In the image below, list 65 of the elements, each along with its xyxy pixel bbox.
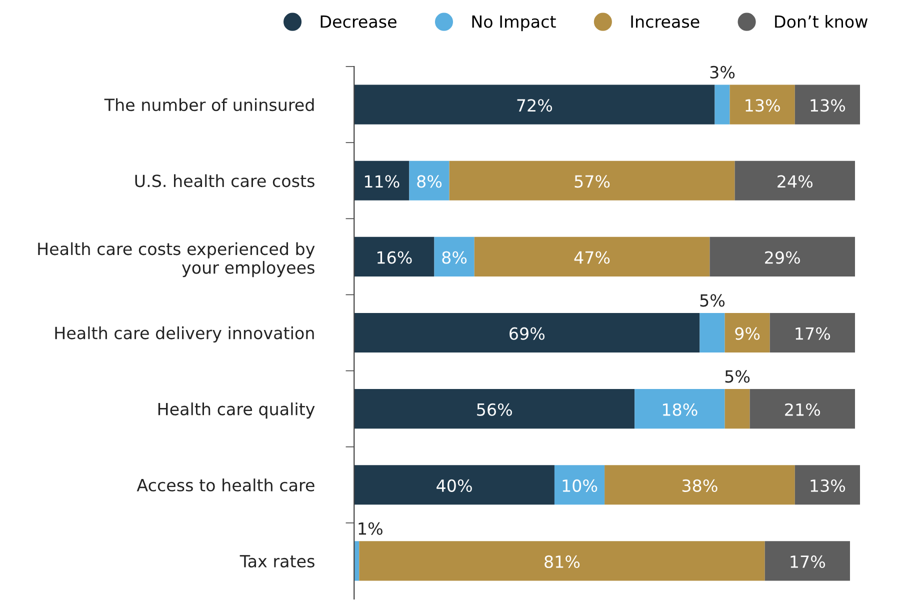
bar — [354, 389, 635, 429]
bar — [354, 465, 554, 505]
bar — [724, 312, 770, 353]
bar — [434, 236, 474, 276]
data-label: 17% — [790, 555, 826, 568]
data-label: 29% — [765, 251, 800, 264]
y-tick-label: U.S. health care costs — [135, 174, 314, 188]
bar — [359, 541, 765, 581]
legend-label: No Impact — [472, 16, 556, 32]
data-label: 38% — [682, 479, 718, 492]
data-label: 47% — [574, 251, 610, 264]
data-label: 16% — [378, 251, 412, 264]
bar — [724, 389, 750, 429]
data-label: 5% — [700, 294, 725, 307]
data-label: 13% — [810, 479, 846, 492]
data-label: 13% — [746, 99, 780, 112]
data-label: 1% — [358, 522, 382, 535]
data-label: 40% — [436, 479, 472, 492]
bar — [734, 160, 855, 200]
data-label: 21% — [785, 403, 820, 416]
bar — [449, 160, 735, 200]
data-label: 8% — [442, 251, 467, 264]
y-tick-label: Health care delivery innovation — [55, 326, 314, 343]
bar — [354, 160, 410, 200]
legend-label: Decrease — [320, 16, 396, 28]
bar — [409, 160, 450, 200]
bar — [794, 465, 860, 505]
data-label: 18% — [663, 403, 698, 416]
bar — [700, 312, 725, 353]
bar — [750, 389, 855, 429]
data-label: 56% — [477, 403, 512, 416]
data-label: 8% — [417, 175, 442, 188]
bar — [474, 236, 710, 276]
bar — [354, 312, 700, 353]
bar — [354, 84, 715, 124]
bar — [354, 541, 360, 581]
data-label: 9% — [735, 327, 760, 340]
legend-label: Increase — [631, 16, 700, 28]
data-label: 10% — [562, 479, 598, 492]
data-label: 81% — [544, 555, 580, 568]
bar — [554, 465, 605, 505]
bar — [794, 84, 860, 124]
data-label: 13% — [810, 99, 846, 112]
data-label: 57% — [574, 175, 610, 188]
data-label: 24% — [778, 175, 812, 188]
data-label: 17% — [796, 327, 830, 340]
y-tick-label: Health care quality — [158, 402, 315, 419]
data-label: 69% — [510, 327, 545, 340]
y-tick-label: Tax rates — [240, 555, 314, 568]
y-tick-label: Access to health care — [136, 478, 314, 492]
bar — [634, 389, 725, 429]
y-tick-label: Health care costs experienced by your employees — [38, 242, 315, 278]
data-label: 72% — [517, 99, 552, 112]
legend-label: Don’t know — [775, 15, 868, 28]
data-label: 5% — [725, 370, 750, 383]
bar — [604, 465, 795, 505]
bar — [730, 84, 795, 124]
bar — [770, 312, 855, 353]
bar — [714, 84, 730, 124]
y-tick-label: The number of uninsured — [104, 98, 314, 112]
bar — [764, 541, 850, 581]
bar — [354, 236, 434, 276]
bar — [710, 236, 855, 276]
data-label: 11% — [364, 175, 400, 188]
data-label: 3% — [710, 66, 735, 79]
